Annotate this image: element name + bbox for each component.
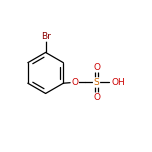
Text: Br: Br [41,32,50,41]
Text: O: O [71,78,78,87]
Text: S: S [94,78,99,87]
Text: OH: OH [112,78,126,87]
Text: O: O [93,63,100,72]
Text: O: O [93,93,100,102]
